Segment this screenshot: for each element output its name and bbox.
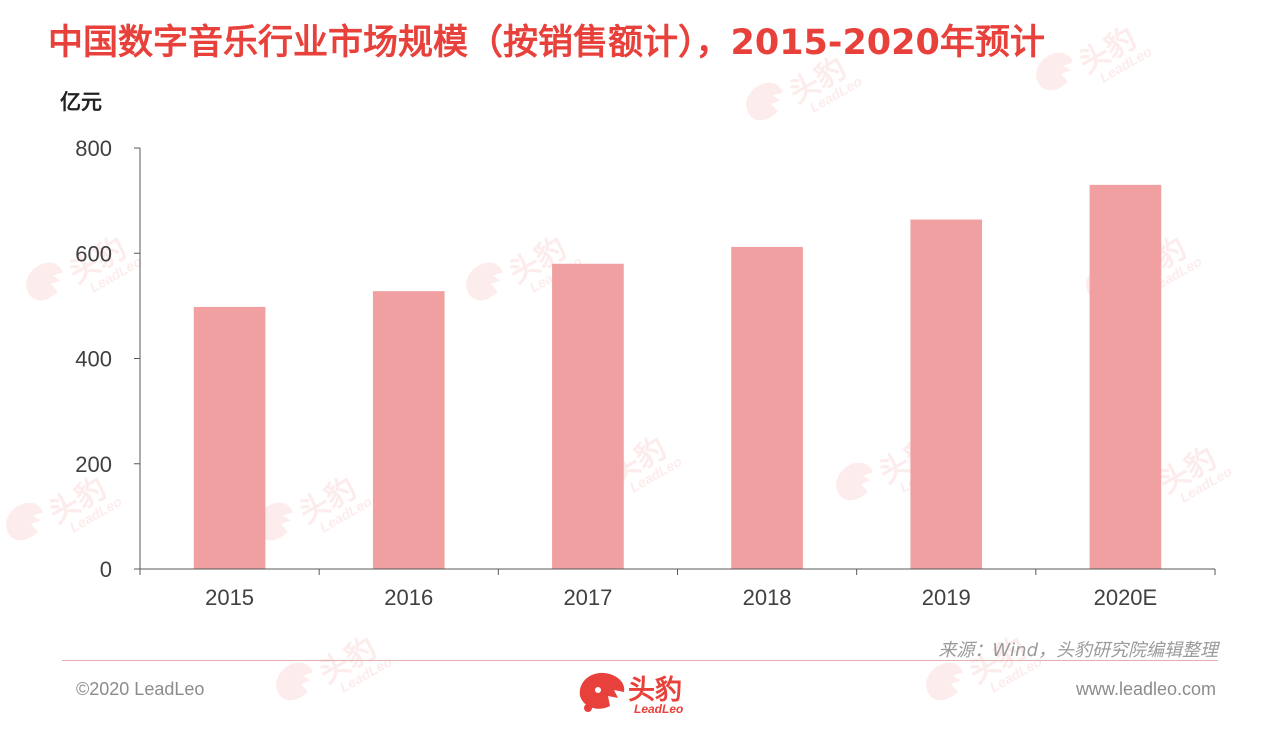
x-tick-label: 2019 [922,585,971,610]
x-tick-label: 2017 [563,585,612,610]
y-axis: 0 200 400 600 800 [75,136,141,582]
logo-cn: 头豹 [628,675,682,706]
leopard-icon [579,672,625,712]
bar-series [193,184,1162,569]
logo-en: LeadLeo [634,702,684,716]
bar-2019 [910,219,983,569]
x-tick-label: 2016 [384,585,433,610]
x-tick-label: 2020E [1094,585,1158,610]
bar-2020E [1089,184,1162,569]
bar-2017 [552,263,624,569]
bar-2018 [731,246,803,569]
y-tick-label: 600 [75,241,112,266]
y-tick-label: 800 [75,136,112,161]
footer-divider [62,660,1218,661]
y-axis-unit-label: 亿元 [60,90,102,114]
leadleo-logo: 头豹 LeadLeo [576,666,706,720]
bar-chart: 0 200 400 600 800 2015 2016 2017 2018 2019 2020E [75,136,1216,610]
x-axis: 2015 2016 2017 2018 2019 2020E [139,568,1216,610]
bar-2015 [193,306,266,569]
leopard-icon [276,662,313,701]
x-tick-label: 2015 [205,585,254,610]
y-tick-label: 200 [75,452,112,477]
copyright-text: ©2020 LeadLeo [76,679,205,699]
bar-2016 [372,291,445,569]
y-tick-label: 400 [75,347,112,372]
x-tick-label: 2018 [743,585,792,610]
page-title: 中国数字音乐行业市场规模（按销售额计），2015-2020年预计 [48,23,1045,63]
y-tick-label: 0 [100,557,112,582]
website-url: www.leadleo.com [1075,679,1216,699]
source-note: 来源：Wind，头豹研究院编辑整理 [938,640,1218,661]
